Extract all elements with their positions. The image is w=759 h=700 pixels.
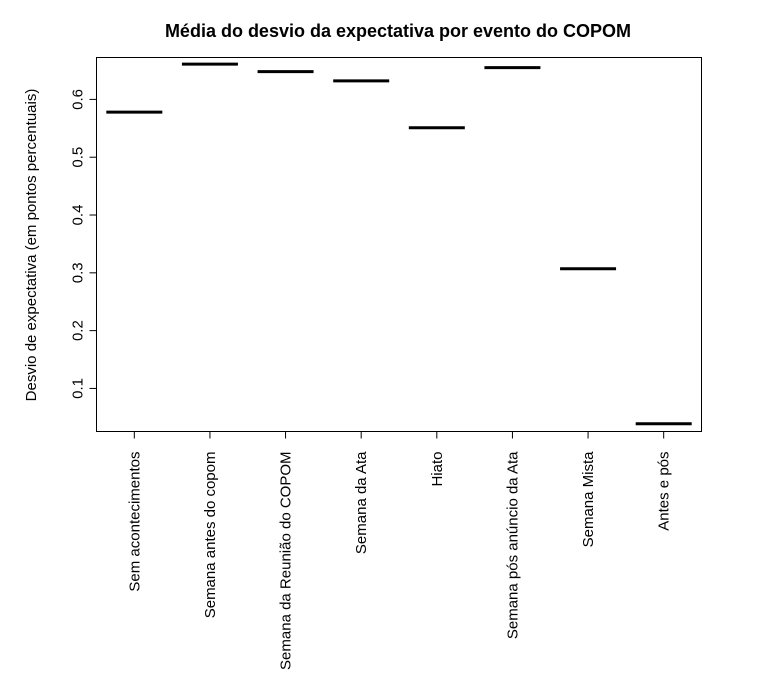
y-tick-label: 0.1 bbox=[70, 378, 87, 399]
x-tick-label: Semana pós anúncio da Ata bbox=[504, 451, 521, 639]
chart-title: Média do desvio da expectativa por event… bbox=[165, 21, 631, 41]
x-tick-label: Semana Mista bbox=[580, 451, 597, 548]
x-tick-label: Antes e pós bbox=[656, 452, 673, 531]
y-axis: 0.1 0.2 0.3 0.4 0.5 0.6 bbox=[70, 89, 97, 399]
x-tick-label: Sem acontecimentos bbox=[126, 452, 143, 592]
x-tick-label: Semana antes do copom bbox=[202, 452, 219, 619]
x-tick-label: Semana da Reunião do COPOM bbox=[278, 452, 295, 670]
x-axis: Sem acontecimentos Semana antes do copom S… bbox=[126, 431, 673, 670]
y-tick-label: 0.5 bbox=[70, 147, 87, 168]
x-tick-label: Semana da Ata bbox=[353, 451, 370, 554]
y-tick-label: 0.6 bbox=[70, 89, 87, 110]
y-tick-label: 0.3 bbox=[70, 262, 87, 283]
x-tick-label: Hiato bbox=[429, 452, 446, 487]
y-axis-label: Desvio de expectativa (em pontos percent… bbox=[23, 89, 40, 402]
y-tick-label: 0.2 bbox=[70, 320, 87, 341]
plot-area bbox=[96, 57, 702, 432]
chart-marks bbox=[106, 62, 692, 426]
y-tick-label: 0.4 bbox=[70, 205, 87, 226]
